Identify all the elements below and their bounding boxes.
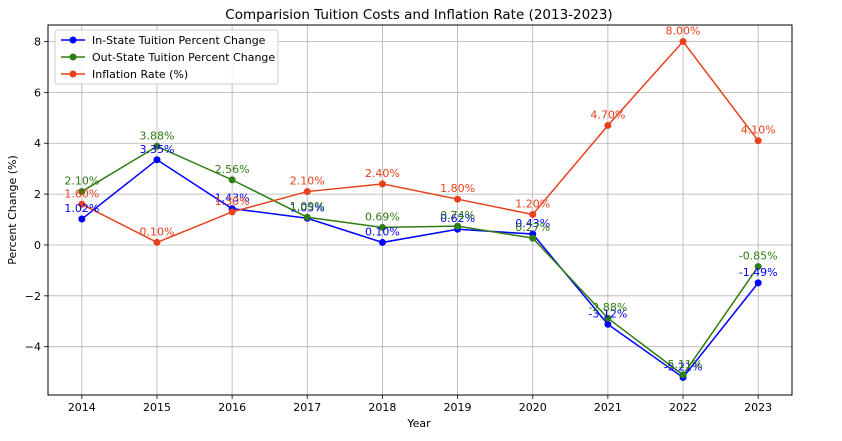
data-label: 0.62% <box>440 212 475 225</box>
legend-label: Out-State Tuition Percent Change <box>92 51 275 64</box>
grid <box>48 25 792 395</box>
series-line <box>81 40 759 244</box>
y-tick-label: 6 <box>34 86 41 99</box>
data-label: 1.20% <box>515 197 550 210</box>
data-label: 2.40% <box>365 167 400 180</box>
data-label: -5.21% <box>664 360 703 373</box>
data-label: 0.74% <box>440 209 475 222</box>
x-tick-label: 2020 <box>519 401 547 414</box>
x-tick-label: 2021 <box>594 401 622 414</box>
x-tick-label: 2022 <box>669 401 697 414</box>
data-point <box>153 142 161 150</box>
data-point <box>454 195 462 203</box>
data-point <box>754 137 762 145</box>
data-point <box>604 320 612 328</box>
data-point <box>454 222 462 230</box>
series-points <box>78 38 762 381</box>
data-label: 0.10% <box>139 225 174 238</box>
data-label: 0.27% <box>515 221 550 234</box>
x-tick-label: 2023 <box>744 401 772 414</box>
data-label: 4.10% <box>741 124 776 137</box>
data-label: -2.88% <box>588 301 627 314</box>
data-label: -3.12% <box>588 307 627 320</box>
data-point <box>754 263 762 271</box>
data-point <box>604 121 612 129</box>
data-point <box>78 188 86 196</box>
data-label: 4.70% <box>590 108 625 121</box>
data-label: 0.43% <box>515 217 550 230</box>
legend-marker <box>69 70 77 78</box>
x-tick-label: 2016 <box>218 401 246 414</box>
data-label: 8.00% <box>666 25 701 38</box>
data-label: 3.35% <box>139 143 174 156</box>
axis-ticks: 2014 2015 2016 2017 2018 2019 2020 2021 2022 2023… <box>25 36 772 414</box>
data-label: 1.30% <box>215 195 250 208</box>
data-point <box>153 238 161 246</box>
legend-box <box>54 29 279 85</box>
data-label: 1.09% <box>290 200 325 213</box>
data-label: 0.69% <box>365 210 400 223</box>
data-point <box>78 200 86 208</box>
x-tick-label: 2015 <box>143 401 171 414</box>
data-point <box>228 208 236 216</box>
data-point <box>754 279 762 287</box>
data-point <box>604 314 612 322</box>
data-labels: 1.02% 3.35% 1.43% 1.05% 0.10% 0.62% 0.43% -3.12… <box>64 25 777 374</box>
data-point <box>303 188 311 196</box>
data-label: 1.43% <box>215 192 250 205</box>
y-axis-title: Percent Change (%) <box>6 155 19 265</box>
data-label: 3.88% <box>139 129 174 142</box>
data-label: 1.05% <box>290 201 325 214</box>
y-tick-label: −2 <box>25 290 41 303</box>
data-label: -5.11% <box>664 358 703 371</box>
data-point <box>78 215 86 223</box>
plot-frame <box>47 24 793 396</box>
data-point <box>228 176 236 184</box>
data-label: 1.02% <box>64 202 99 215</box>
data-label: 2.10% <box>64 175 99 188</box>
legend-label: Inflation Rate (%) <box>92 68 188 81</box>
data-point <box>378 180 386 188</box>
data-label: -0.85% <box>739 250 778 263</box>
data-label: 2.56% <box>215 163 250 176</box>
legend-marker <box>69 53 77 61</box>
data-label: 2.10% <box>290 175 325 188</box>
x-tick-label: 2014 <box>68 401 96 414</box>
data-point <box>679 371 687 379</box>
series-lines <box>81 40 759 379</box>
data-label: 1.60% <box>64 187 99 200</box>
x-axis-title: Year <box>406 417 431 430</box>
x-tick-label: 2019 <box>444 401 472 414</box>
legend: In-State Tuition Percent Change Out-State… <box>54 29 279 85</box>
data-point <box>153 156 161 164</box>
chart-title: Comparision Tuition Costs and Inflation … <box>225 7 612 23</box>
data-point <box>529 234 537 242</box>
y-tick-label: 8 <box>34 36 41 49</box>
y-tick-label: 4 <box>34 137 41 150</box>
series-line <box>81 158 759 379</box>
data-point <box>378 238 386 246</box>
legend-label: In-State Tuition Percent Change <box>92 34 266 47</box>
series-line <box>81 145 759 376</box>
y-tick-label: −4 <box>25 341 41 354</box>
data-label: 0.10% <box>365 225 400 238</box>
data-point <box>303 213 311 221</box>
y-tick-label: 2 <box>34 188 41 201</box>
x-tick-label: 2017 <box>293 401 321 414</box>
data-label: -1.49% <box>739 266 778 279</box>
data-point <box>679 38 687 46</box>
data-point <box>529 210 537 218</box>
data-point <box>378 223 386 231</box>
data-label: 1.80% <box>440 182 475 195</box>
y-tick-label: 0 <box>34 239 41 252</box>
x-tick-label: 2018 <box>368 401 396 414</box>
legend-marker <box>69 36 77 44</box>
